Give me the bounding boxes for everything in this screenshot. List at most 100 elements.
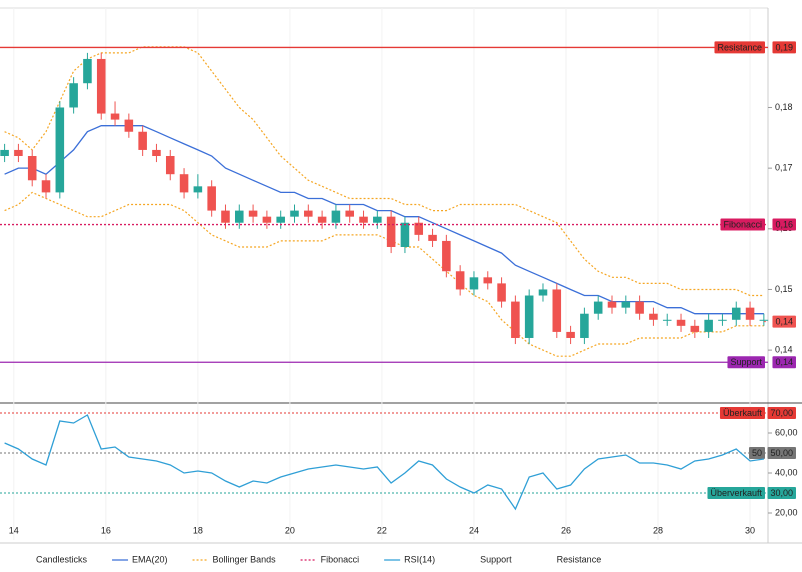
x-tick-label: 18 bbox=[193, 525, 203, 535]
candle-body bbox=[718, 319, 727, 321]
y-tick-label: 60,00 bbox=[775, 427, 798, 437]
candle-body bbox=[235, 210, 244, 223]
candle-body bbox=[14, 149, 23, 157]
rsi-level-name: 50 bbox=[752, 448, 762, 458]
y-tick-label: 0,18 bbox=[775, 102, 793, 112]
x-tick-label: 16 bbox=[101, 525, 111, 535]
candle-body bbox=[27, 156, 37, 181]
candle-body bbox=[304, 210, 313, 217]
candle-body bbox=[41, 180, 51, 193]
level-name-bg bbox=[714, 41, 765, 54]
candle-body bbox=[248, 210, 258, 217]
bollinger-lower bbox=[4, 191, 764, 357]
level-value: 0,19 bbox=[775, 42, 793, 52]
rsi-level-value-bg bbox=[767, 407, 796, 419]
candle-body bbox=[455, 271, 465, 290]
rsi-level-value-bg bbox=[767, 447, 796, 459]
candle-body bbox=[193, 186, 203, 193]
candle-body bbox=[124, 119, 134, 132]
candle-body bbox=[524, 295, 534, 338]
x-tick-label: 22 bbox=[377, 525, 387, 535]
rsi-level-name-bg bbox=[719, 407, 765, 419]
x-tick-label: 28 bbox=[653, 525, 663, 535]
level-name: Fibonacci bbox=[723, 219, 762, 229]
legend-label: Support bbox=[480, 554, 512, 564]
candle-body bbox=[607, 301, 617, 308]
candle-body bbox=[442, 240, 451, 272]
rsi-level-value: 70,00 bbox=[770, 408, 793, 418]
candle-body bbox=[400, 222, 410, 247]
rsi-line bbox=[4, 414, 764, 511]
y-tick-label: 0,14 bbox=[775, 344, 793, 354]
candle-body bbox=[331, 210, 341, 223]
candle-body bbox=[690, 325, 700, 332]
candle-body bbox=[552, 289, 562, 332]
candle-body bbox=[428, 234, 437, 241]
candle-body bbox=[262, 216, 272, 223]
candle-body bbox=[138, 131, 147, 150]
level-name: Support bbox=[730, 357, 762, 367]
rsi-level-value-bg bbox=[767, 487, 796, 499]
candle-body bbox=[386, 216, 396, 247]
candle-body bbox=[221, 210, 230, 223]
candle-body bbox=[593, 301, 603, 314]
candle-body bbox=[345, 210, 354, 217]
candle-body bbox=[662, 319, 672, 321]
candle-body bbox=[538, 289, 548, 296]
bollinger-upper bbox=[4, 46, 764, 297]
rsi-level-name: Überkauft bbox=[723, 408, 763, 418]
candle-body bbox=[580, 313, 589, 338]
candle-body bbox=[276, 216, 285, 223]
rsi-level-value: 30,00 bbox=[770, 488, 793, 498]
candle-body bbox=[290, 210, 299, 217]
x-tick-label: 30 bbox=[745, 525, 755, 535]
candle-body bbox=[511, 301, 520, 338]
level-name-bg bbox=[727, 356, 765, 369]
candle-body bbox=[152, 149, 161, 157]
legend-label: Candlesticks bbox=[36, 554, 88, 564]
candle-body bbox=[759, 319, 769, 321]
rsi-level-value: 50,00 bbox=[770, 448, 793, 458]
y-tick-label: 0,17 bbox=[775, 163, 793, 173]
level-value-bg bbox=[772, 218, 796, 231]
legend-label: Bollinger Bands bbox=[213, 554, 277, 564]
candle-body bbox=[649, 313, 658, 320]
level-name: Resistance bbox=[717, 42, 762, 52]
legend-label: EMA(20) bbox=[132, 554, 168, 564]
candle-body bbox=[165, 156, 175, 175]
candle-body bbox=[704, 319, 713, 332]
candle-body bbox=[110, 113, 120, 120]
last-price: 0,14 bbox=[775, 316, 793, 326]
legend-label: RSI(14) bbox=[404, 554, 435, 564]
candle-body bbox=[676, 319, 686, 326]
candle-body bbox=[621, 301, 631, 308]
candle-body bbox=[83, 58, 92, 84]
y-tick-label: 0,15 bbox=[775, 284, 793, 294]
level-value: 0,16 bbox=[775, 219, 793, 229]
level-value-bg bbox=[772, 356, 796, 369]
candle-body bbox=[96, 58, 106, 114]
x-tick-label: 20 bbox=[285, 525, 295, 535]
candle-body bbox=[469, 277, 479, 290]
candle-body bbox=[359, 216, 368, 223]
candle-body bbox=[497, 283, 506, 302]
candle-body bbox=[69, 83, 78, 108]
candle-body bbox=[373, 216, 382, 223]
candle-body bbox=[731, 307, 741, 320]
x-tick-label: 14 bbox=[9, 525, 19, 535]
rsi-level-name-bg bbox=[707, 487, 765, 499]
candle-body bbox=[207, 186, 216, 211]
level-value: 0,14 bbox=[775, 357, 793, 367]
rsi-level-name-bg bbox=[748, 447, 765, 459]
level-name-bg bbox=[720, 218, 765, 231]
x-tick-label: 24 bbox=[469, 525, 479, 535]
legend-label: Fibonacci bbox=[321, 554, 360, 564]
candle-body bbox=[566, 331, 575, 338]
y-tick-label: 40,00 bbox=[775, 467, 798, 477]
candle-body bbox=[745, 307, 755, 320]
last-price-bg bbox=[772, 315, 796, 328]
candle-body bbox=[55, 107, 65, 193]
rsi-level-name: Überverkauft bbox=[710, 488, 762, 498]
